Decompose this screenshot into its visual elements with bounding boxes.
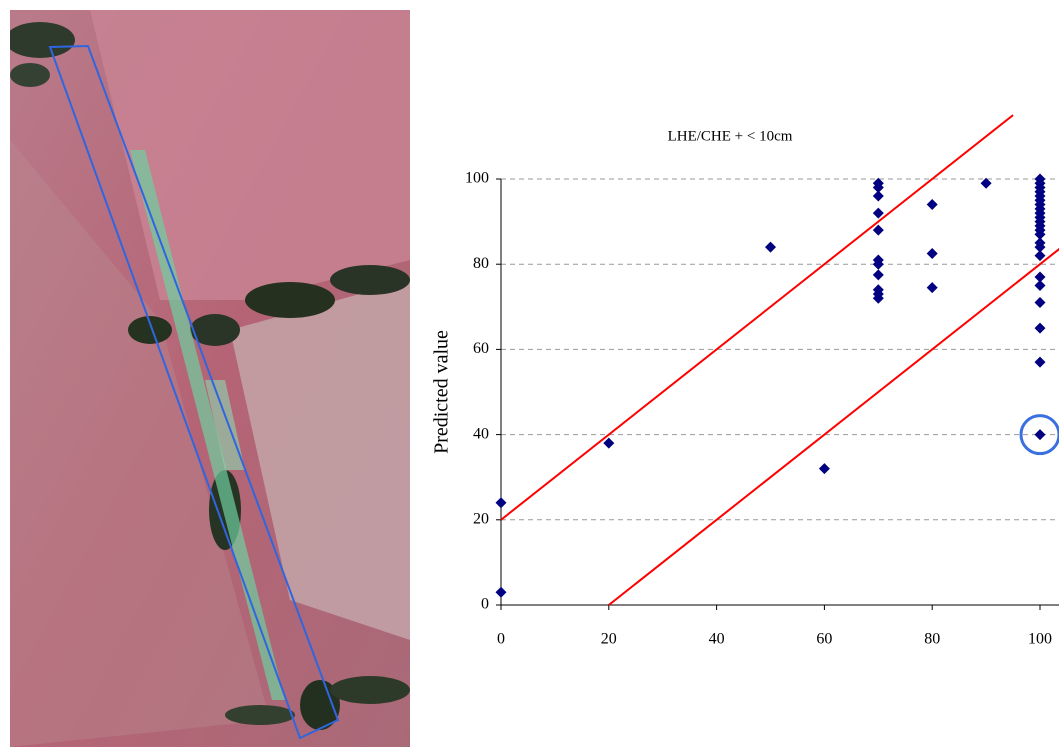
- y-tick-label: 0: [481, 596, 489, 613]
- point: [1034, 297, 1046, 309]
- point: [1034, 356, 1046, 368]
- point: [872, 182, 884, 194]
- y-tick-label: 20: [473, 510, 489, 527]
- point: [1034, 228, 1046, 240]
- point: [872, 292, 884, 304]
- point: [872, 269, 884, 281]
- reference-line: [500, 114, 1014, 521]
- x-tick-label: 20: [601, 631, 617, 648]
- chart: LHE/CHE + < 10cm Predicted value Measure…: [431, 114, 1059, 686]
- x-tick-label: 100: [1028, 631, 1052, 648]
- chart-title: LHE/CHE + < 10cm: [668, 128, 793, 144]
- x-tick-label: 0: [497, 631, 505, 648]
- aerial-photo: [10, 10, 410, 747]
- point: [603, 437, 615, 449]
- point: [1034, 322, 1046, 334]
- point: [765, 241, 776, 253]
- point: [1034, 250, 1046, 262]
- point: [872, 207, 884, 219]
- y-tick-label: 100: [465, 170, 489, 187]
- point: [495, 586, 507, 598]
- point: [1034, 271, 1046, 283]
- reference-line: [608, 247, 1059, 606]
- point: [872, 190, 884, 202]
- y-tick-label: 60: [473, 340, 489, 357]
- y-tick-label: 40: [473, 425, 489, 442]
- point: [1034, 429, 1046, 441]
- y-tick-label: 80: [473, 255, 489, 272]
- point: [926, 248, 938, 260]
- point: [495, 497, 507, 509]
- point: [872, 224, 884, 236]
- point: [926, 199, 938, 211]
- point: [980, 177, 992, 189]
- point: [818, 463, 830, 475]
- y-axis-label: Predicted value: [431, 330, 453, 454]
- point: [872, 258, 884, 270]
- point: [1034, 280, 1046, 291]
- highlight-circle: [1019, 414, 1059, 456]
- point: [1034, 241, 1046, 253]
- x-tick-label: 80: [924, 631, 940, 648]
- x-tick-label: 40: [709, 631, 725, 648]
- x-axis-label: Measured value: [706, 664, 833, 686]
- x-tick-label: 60: [816, 631, 832, 648]
- point: [926, 282, 938, 294]
